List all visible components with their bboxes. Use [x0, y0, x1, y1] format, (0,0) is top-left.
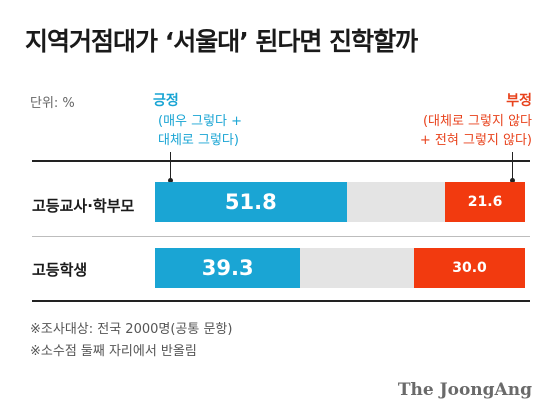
bar-track-teachers-parents: 51.8 21.6	[155, 182, 525, 222]
unit-label: 단위: %	[30, 96, 75, 111]
legend-positive-desc-line2: 대체로 그렇다)	[158, 133, 239, 148]
value-label-negative-students: 30.0	[452, 260, 487, 276]
positive-leader-dot	[168, 178, 173, 183]
legend-positive-desc-line1: (매우 그렇다 +	[158, 114, 243, 129]
chart-top-rule	[32, 160, 530, 162]
row-label-students: 고등학생	[32, 261, 88, 279]
value-label-negative-teachers-parents: 21.6	[467, 194, 503, 210]
bar-track-students: 39.3 30.0	[155, 248, 525, 288]
bar-negative-teachers-parents: 21.6	[445, 182, 525, 222]
value-label-positive-students: 39.3	[201, 256, 254, 280]
note-rounding: ※소수점 둘째 자리에서 반올림	[30, 344, 197, 359]
negative-leader-line	[512, 152, 513, 180]
negative-leader-dot	[510, 178, 515, 183]
bar-positive-students: 39.3	[155, 248, 301, 288]
bar-positive-teachers-parents: 51.8	[155, 182, 347, 222]
legend-negative-desc-line1: (대체로 그렇지 않다	[422, 114, 532, 129]
value-label-positive-teachers-parents: 51.8	[224, 190, 277, 214]
legend-negative-label: 부정	[506, 93, 532, 109]
chart-bottom-rule	[32, 300, 530, 302]
row-label-teachers-parents: 고등교사·학부모	[32, 197, 135, 215]
brand-logo: The JoongAng	[397, 380, 532, 400]
bar-negative-students: 30.0	[414, 248, 525, 288]
chart-title: 지역거점대가 ‘서울대’ 된다면 진학할까	[25, 27, 418, 56]
note-survey-target: ※조사대상: 전국 2000명(공통 문항)	[30, 322, 233, 337]
row-divider	[32, 236, 530, 237]
positive-leader-line	[170, 152, 171, 180]
legend-negative-desc-line2: + 전혀 그렇지 않다)	[419, 133, 532, 148]
legend-positive-label: 긍정	[153, 93, 179, 109]
